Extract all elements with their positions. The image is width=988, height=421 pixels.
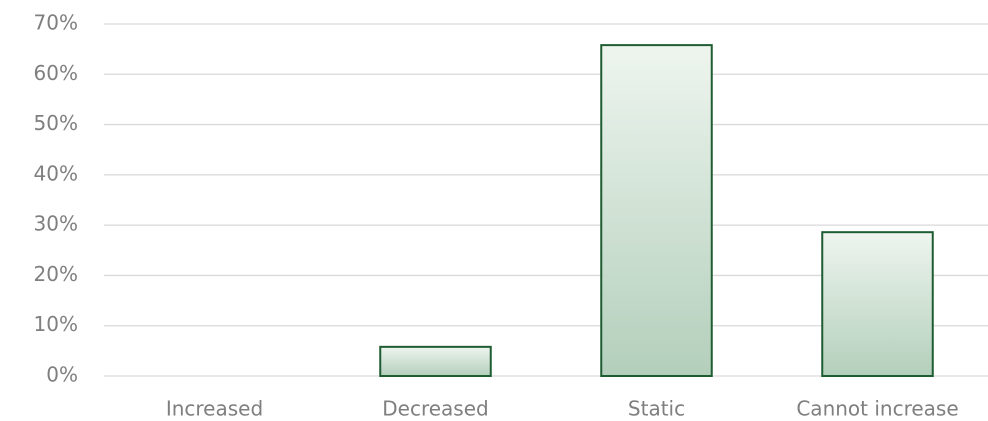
y-tick-label: 50% <box>34 111 78 135</box>
bar <box>379 345 492 378</box>
y-tick-label: 20% <box>34 262 78 286</box>
bar <box>600 44 713 378</box>
y-tick-label: 60% <box>34 61 78 85</box>
y-tick-label: 0% <box>46 363 78 387</box>
y-tick-label: 10% <box>34 312 78 336</box>
x-tick-label: Static <box>628 397 685 421</box>
x-tick-label: Increased <box>166 397 263 421</box>
x-tick-label: Cannot increase <box>796 397 958 421</box>
y-tick-label: 70% <box>34 11 78 35</box>
y-tick-label: 30% <box>34 212 78 236</box>
bar <box>821 231 934 377</box>
y-tick-label: 40% <box>34 161 78 185</box>
x-tick-label: Decreased <box>382 397 488 421</box>
